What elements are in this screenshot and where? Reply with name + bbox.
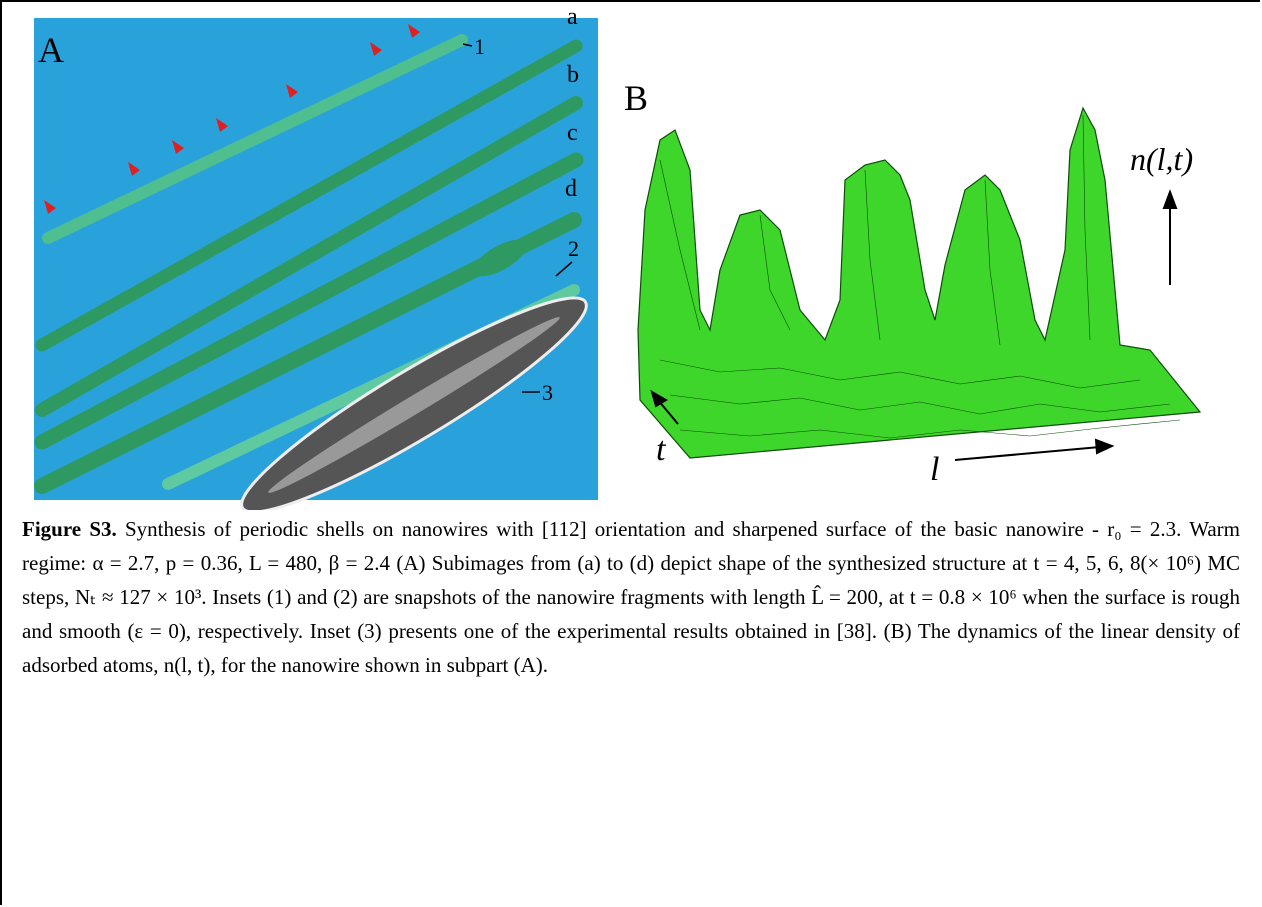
panel-label: A [38,30,64,70]
inset-label: 2 [568,236,579,261]
inset-label: 3 [542,380,553,405]
wire-label: c [567,120,578,146]
inset-3-wire [268,317,560,493]
axis-arrows [650,189,1178,461]
wire-b [35,96,583,417]
density-surface [637,106,1202,459]
wire-c [34,152,584,450]
caption-label: Figure S3. [22,517,117,541]
wire-1 [42,34,468,244]
arrow [216,118,228,132]
red-arrows [44,24,420,214]
panel-label: B [624,78,648,118]
caption: Figure S3. Synthesis of periodic shells … [22,512,1240,682]
arrow [172,140,184,154]
arrow [44,200,56,214]
inset-label: 1 [474,34,485,59]
panel-b: B n(l,t) t l [624,78,1202,488]
leader-lines [462,43,573,393]
arrow [408,24,420,38]
arrow [370,42,382,56]
z-axis-label: n(l,t) [1130,141,1193,177]
arrow [286,84,298,98]
panel-a: A a b c d 1 2 3 [34,4,598,510]
wire-a [35,39,583,352]
figure: A a b c d 1 2 3 B n(l,t) t [34,4,1202,510]
wire-label: b [567,62,579,88]
arrow [128,162,140,176]
wire-label: d [565,176,577,202]
t-axis-label: t [656,431,667,468]
wire-d-bulge [473,239,527,277]
wire-label: a [567,4,578,30]
wires [34,34,584,494]
caption-text: Synthesis of periodic shells on nanowire… [22,517,1241,677]
surface-mesh [659,114,1181,439]
l-axis-label: l [930,451,939,488]
